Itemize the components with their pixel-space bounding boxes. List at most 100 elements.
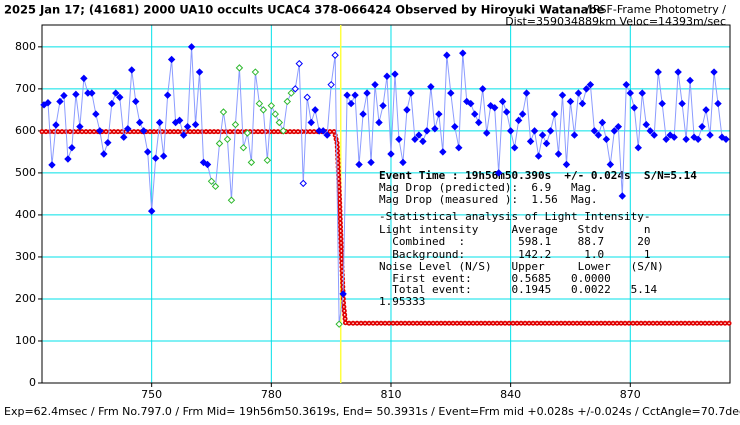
- data-point: [534, 152, 543, 160]
- data-point: [116, 93, 124, 101]
- data-point: [379, 101, 387, 110]
- data-point: [68, 143, 76, 152]
- data-point: [124, 125, 132, 133]
- data-point: [490, 104, 499, 112]
- y-tick-label: 600: [15, 124, 36, 137]
- data-point: [375, 118, 383, 127]
- data-point: [120, 133, 128, 141]
- data-point: [610, 127, 619, 135]
- x-tick-label: 810: [380, 388, 401, 401]
- data-point: [275, 118, 284, 127]
- data-point: [578, 99, 587, 108]
- data-point: [570, 131, 579, 139]
- data-point: [650, 131, 658, 139]
- data-point: [479, 85, 487, 93]
- data-point: [514, 116, 523, 125]
- data-point: [108, 99, 116, 108]
- annotation: Total event: 0.1945 0.0022 5.14: [379, 283, 658, 296]
- data-point: [207, 177, 216, 186]
- data-point: [191, 120, 200, 129]
- data-point: [279, 127, 288, 135]
- data-point: [132, 97, 140, 106]
- annotation: 1.95333: [379, 295, 425, 308]
- x-tick-label: 750: [141, 388, 162, 401]
- data-point: [411, 135, 419, 143]
- data-point: [151, 154, 160, 162]
- data-point: [574, 89, 583, 97]
- data-point: [263, 156, 272, 165]
- data-point: [251, 68, 260, 76]
- data-point: [722, 135, 730, 143]
- data-point: [682, 135, 690, 143]
- data-point: [247, 158, 256, 167]
- data-point: [92, 110, 100, 118]
- data-point: [590, 127, 599, 135]
- y-tick-label: 800: [15, 40, 36, 53]
- data-point: [231, 120, 240, 129]
- data-point: [662, 135, 670, 143]
- data-point: [287, 89, 295, 97]
- data-point: [48, 161, 56, 169]
- data-point: [562, 160, 571, 169]
- data-point: [427, 83, 435, 91]
- data-point: [271, 110, 280, 118]
- annotation: -Statistical analysis of Light Intensity…: [379, 210, 651, 223]
- y-tick-label: 200: [15, 292, 36, 305]
- y-tick-label: 300: [15, 250, 36, 263]
- data-point: [175, 116, 184, 125]
- x-tick-label: 870: [620, 388, 641, 401]
- y-tick-label: 500: [15, 166, 36, 179]
- annotation: First event: 0.5685 0.0000: [379, 272, 611, 285]
- data-point: [482, 129, 491, 137]
- data-point: [112, 89, 120, 97]
- data-point: [566, 97, 575, 106]
- data-point: [630, 104, 638, 112]
- data-point: [327, 80, 335, 89]
- annotation: Noise Level (N/S) Upper Lower (S/N): [379, 260, 664, 273]
- data-point: [235, 64, 244, 72]
- data-point: [459, 49, 467, 57]
- data-point: [407, 89, 415, 97]
- data-point: [351, 91, 359, 99]
- data-point: [56, 97, 64, 106]
- data-point: [44, 99, 52, 107]
- data-point: [646, 127, 654, 135]
- data-point: [415, 131, 423, 139]
- data-point: [100, 150, 108, 158]
- data-point: [195, 68, 204, 76]
- data-point: [179, 131, 188, 139]
- data-point: [267, 101, 276, 110]
- data-point: [670, 133, 678, 141]
- data-point: [598, 118, 607, 127]
- data-point: [367, 158, 375, 167]
- data-point: [674, 68, 682, 76]
- data-point: [347, 99, 355, 108]
- data-point: [283, 97, 291, 106]
- data-point: [526, 137, 535, 146]
- data-point: [506, 127, 515, 135]
- data-point: [88, 89, 96, 97]
- data-point: [335, 320, 343, 328]
- x-tick-label: 780: [261, 388, 282, 401]
- y-tick-label: 400: [15, 208, 36, 221]
- data-point: [259, 106, 268, 114]
- data-point: [467, 99, 475, 108]
- data-point: [215, 139, 224, 148]
- data-point: [654, 68, 662, 76]
- data-point: [299, 179, 307, 188]
- data-point: [486, 101, 495, 110]
- chart-footer: Exp=62.4msec / Frm No.797.0 / Frm Mid= 1…: [4, 405, 740, 418]
- x-tick-label: 840: [500, 388, 521, 401]
- data-point: [714, 99, 722, 108]
- data-point: [475, 118, 483, 127]
- data-point: [383, 72, 391, 80]
- data-point: [439, 148, 447, 156]
- data-point: [586, 80, 595, 89]
- data-point: [219, 108, 228, 116]
- data-point: [618, 192, 627, 200]
- data-point: [239, 143, 248, 152]
- data-point: [363, 89, 371, 97]
- annotation: Combined : 598.1 88.7 20: [379, 235, 651, 248]
- data-point: [391, 70, 399, 78]
